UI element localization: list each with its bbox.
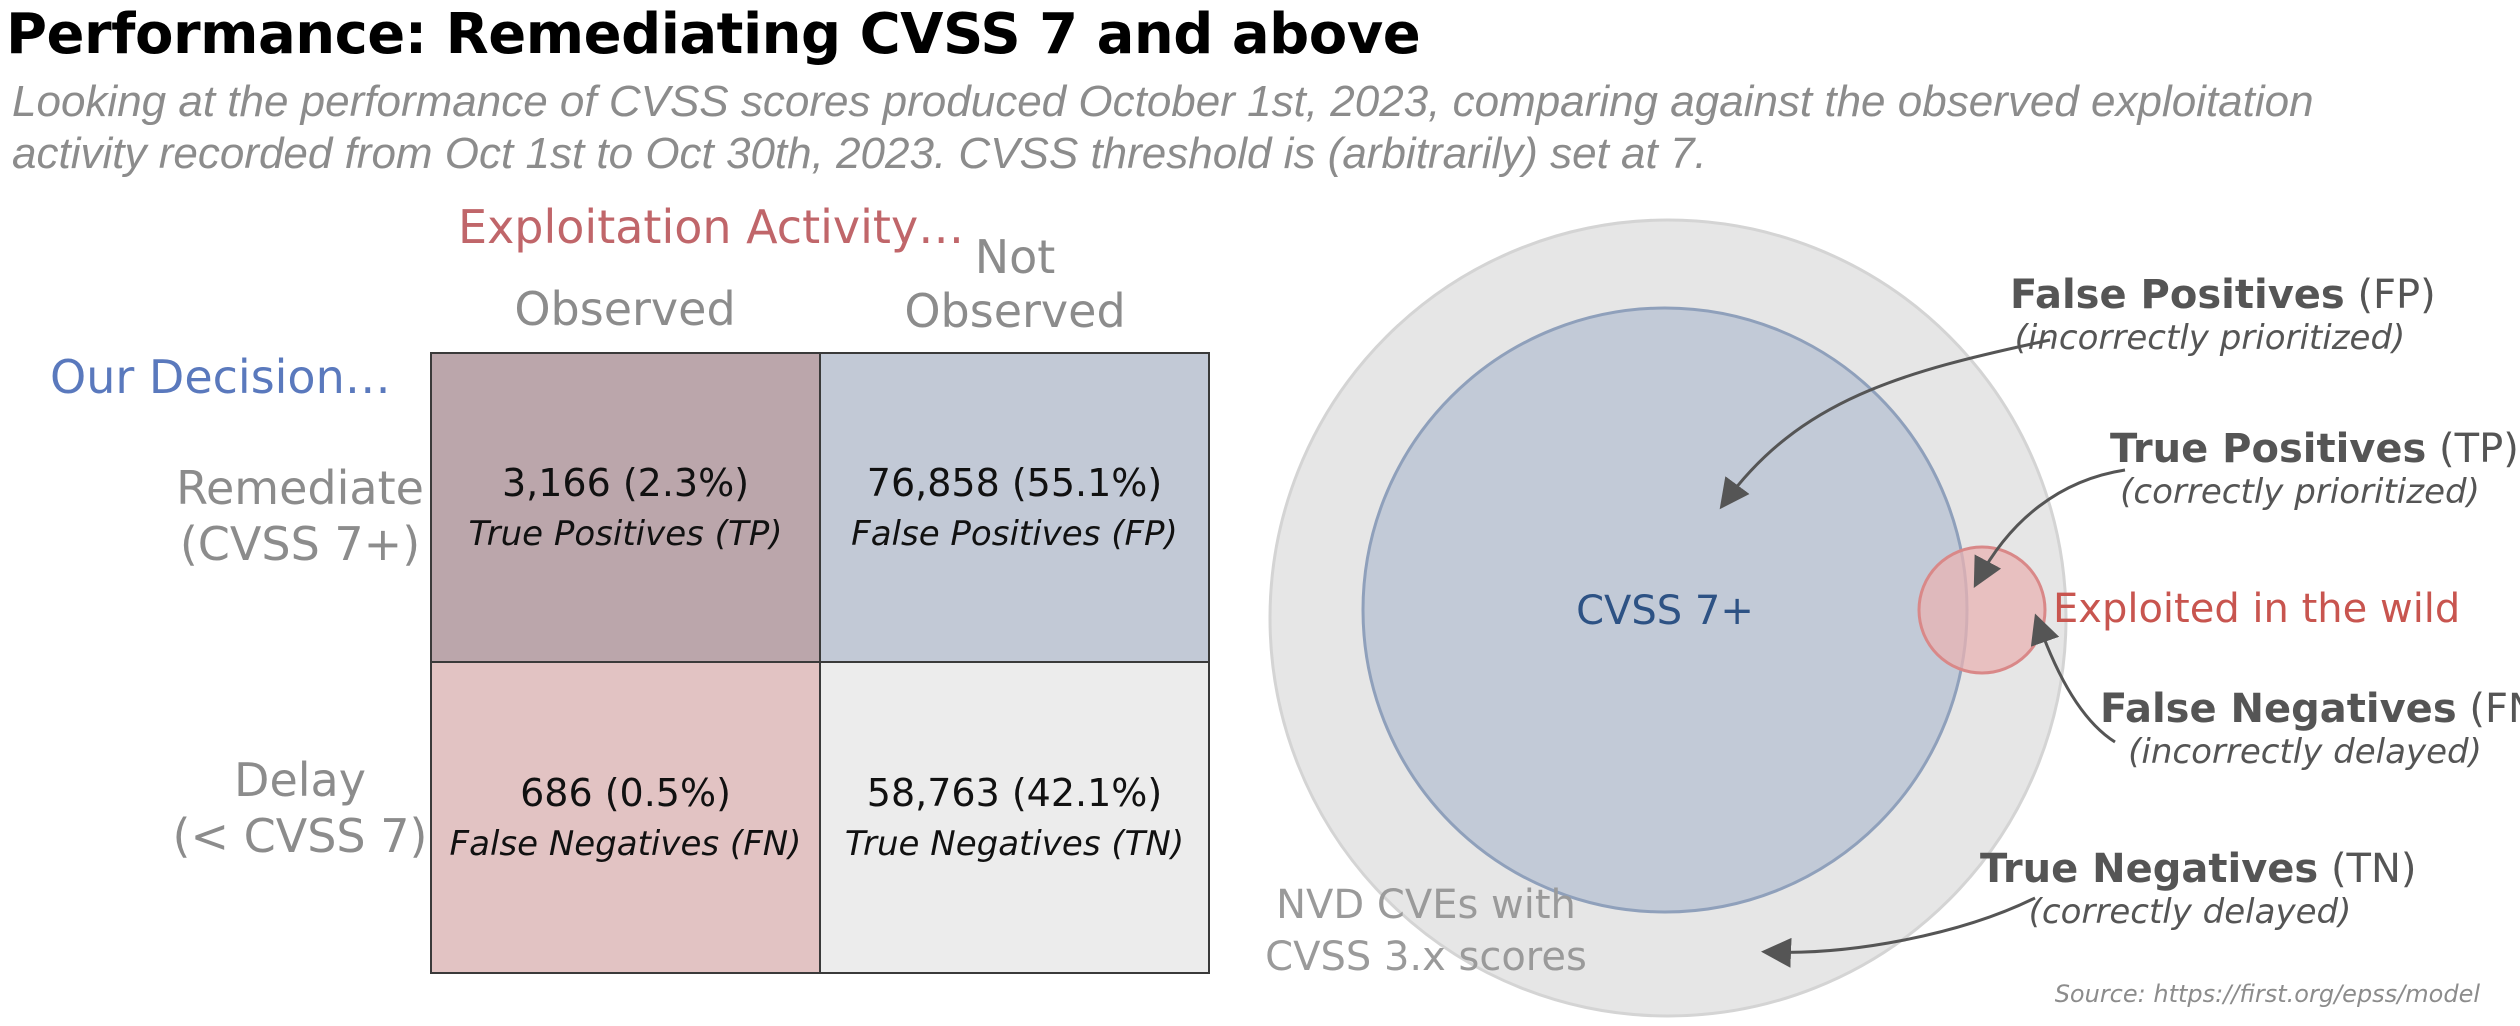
false-positives-annotation: False Positives (FP) (incorrectly priori… xyxy=(2010,272,2436,358)
false-negatives-annotation-title: False Negatives xyxy=(2100,686,2457,732)
false-positives-arrow xyxy=(1719,338,2051,510)
true-negatives-annotation-subtitle: (correctly delayed) xyxy=(2028,892,2352,932)
true-positives-annotation-abbr: (TP) xyxy=(2439,426,2519,472)
true-negatives-count: 58,763 (42.1%) xyxy=(866,770,1163,815)
column-header-not-observed-line1: Not xyxy=(974,230,1056,284)
confusion-matrix: 3,166 (2.3%) True Positives (TP) 76,858 … xyxy=(430,352,1210,974)
true-negatives-annotation-title: True Negatives xyxy=(1980,846,2319,892)
true-negatives-label: True Negatives (TN) xyxy=(844,823,1185,864)
false-negatives-annotation: False Negatives (FN) (incorrectly delaye… xyxy=(2100,686,2520,772)
column-header-not-observed: Not Observed xyxy=(820,230,1210,338)
true-positives-label: True Positives (TP) xyxy=(468,513,783,554)
row-header-remediate: Remediate (CVSS 7+) xyxy=(170,460,430,572)
exploitation-activity-heading: Exploitation Activity… xyxy=(458,200,965,254)
cvss-7-plus-label: CVSS 7+ xyxy=(1576,588,1754,634)
true-negatives-annotation-abbr: (TN) xyxy=(2330,846,2417,892)
nvd-cves-label-line1: NVD CVEs with xyxy=(1276,882,1576,928)
page-title: Performance: Remediating CVSS 7 and abov… xyxy=(6,2,1421,67)
false-positives-label: False Positives (FP) xyxy=(851,513,1178,554)
false-negatives-count: 686 (0.5%) xyxy=(520,770,731,815)
source-citation: Source: https://first.org/epss/model xyxy=(2054,980,2480,1008)
true-positives-annotation-subtitle: (correctly prioritized) xyxy=(2120,472,2480,512)
true-positives-annotation-title: True Positives xyxy=(2110,426,2427,472)
matrix-cell-false-positives: 76,858 (55.1%) False Positives (FP) xyxy=(821,354,1208,663)
row-header-delay: Delay (< CVSS 7) xyxy=(170,752,430,864)
column-header-observed: Observed xyxy=(430,282,820,336)
true-negatives-arrow xyxy=(1761,896,2036,968)
row-header-remediate-line1: Remediate xyxy=(176,461,424,515)
true-positives-annotation: True Positives (TP) (correctly prioritiz… xyxy=(2110,426,2519,512)
false-positives-annotation-subtitle: (incorrectly prioritized) xyxy=(2014,318,2406,358)
row-header-remediate-line2: (CVSS 7+) xyxy=(179,517,421,571)
true-positives-arrow xyxy=(1973,468,2126,588)
false-negatives-annotation-subtitle: (incorrectly delayed) xyxy=(2128,732,2482,772)
true-negatives-annotation: True Negatives (TN) (correctly delayed) xyxy=(1980,846,2417,932)
column-header-not-observed-line2: Observed xyxy=(904,284,1126,338)
false-negatives-annotation-abbr: (FN) xyxy=(2469,686,2520,732)
exploited-in-the-wild-label: Exploited in the wild xyxy=(2053,586,2460,632)
row-header-delay-line2: (< CVSS 7) xyxy=(172,809,428,863)
false-negatives-arrow xyxy=(2030,613,2116,744)
false-negatives-label: False Negatives (FN) xyxy=(449,823,802,864)
false-positives-annotation-abbr: (FP) xyxy=(2357,272,2436,318)
true-positives-count: 3,166 (2.3%) xyxy=(501,460,750,505)
matrix-cell-true-negatives: 58,763 (42.1%) True Negatives (TN) xyxy=(821,663,1208,972)
matrix-cell-false-negatives: 686 (0.5%) False Negatives (FN) xyxy=(432,663,821,972)
row-header-delay-line1: Delay xyxy=(234,753,366,807)
matrix-cell-true-positives: 3,166 (2.3%) True Positives (TP) xyxy=(432,354,821,663)
page-subtitle: Looking at the performance of CVSS score… xyxy=(12,77,2314,178)
exploited-in-the-wild-circle xyxy=(1917,545,2047,675)
column-header-observed-label: Observed xyxy=(514,282,736,336)
our-decision-heading: Our Decision… xyxy=(50,350,391,404)
false-positives-count: 76,858 (55.1%) xyxy=(866,460,1163,505)
nvd-cves-label-line2: CVSS 3.x scores xyxy=(1265,934,1587,980)
false-positives-annotation-title: False Positives xyxy=(2010,272,2345,318)
